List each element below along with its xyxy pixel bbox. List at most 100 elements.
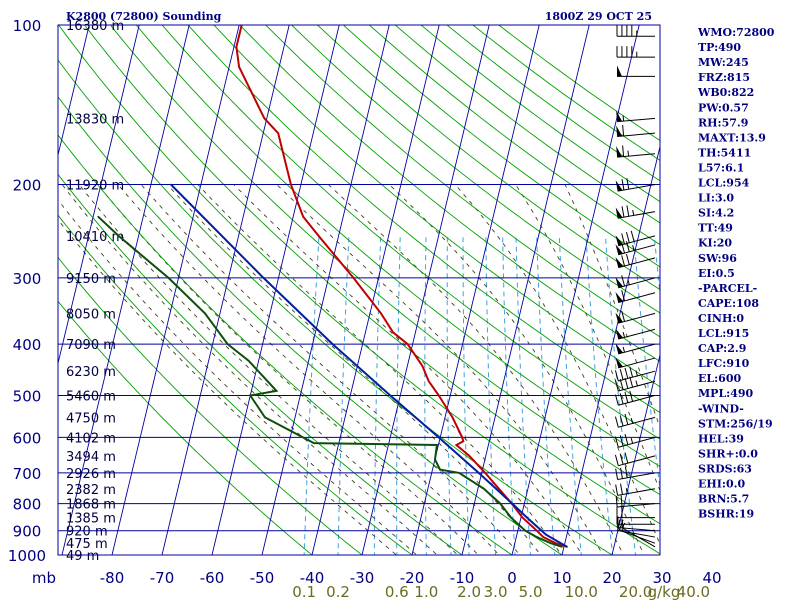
moist-adiabat — [58, 218, 398, 555]
temperature-tick-label: 10 — [552, 569, 571, 587]
moist-adiabat — [233, 184, 583, 555]
parcel-point — [526, 516, 528, 519]
temperature-tick-label: -60 — [200, 569, 225, 587]
barb-staff — [618, 380, 656, 392]
mixing-ratio-line — [303, 235, 320, 555]
barb-flag — [617, 65, 622, 77]
isotherm — [411, 25, 540, 555]
barb-flag — [615, 235, 624, 246]
moist-adiabat — [197, 184, 563, 555]
barb-feather — [622, 145, 625, 157]
temperature-point — [461, 436, 464, 439]
x-axis-unit-label: mb — [32, 569, 56, 587]
dry-adiabat — [161, 25, 660, 440]
barb-flag — [616, 146, 623, 158]
stability-indices-panel: WMO:72800 TP:490 MW:245 FRZ:815 WB0:822 PW:0.… — [697, 26, 775, 521]
wind-barb — [614, 452, 656, 467]
barb-flag — [615, 277, 624, 288]
barb-staff — [618, 394, 656, 406]
barb-feather — [626, 205, 630, 217]
temperature-point — [521, 516, 524, 519]
parcel-point — [477, 472, 480, 474]
index-line: HEL:39 — [698, 432, 744, 445]
barb-feather — [614, 454, 619, 466]
barb-staff — [617, 132, 656, 137]
temperature-point — [263, 117, 266, 120]
dry-adiabat — [58, 173, 463, 555]
dry-adiabat — [109, 25, 660, 496]
height-label: 8050 m — [66, 307, 116, 322]
wind-barb — [614, 413, 656, 428]
barb-staff — [618, 416, 656, 428]
temperature-tick-label: -80 — [100, 569, 125, 587]
barb-staff — [617, 211, 656, 219]
barb-feather — [624, 377, 629, 389]
parcel-point — [389, 394, 392, 397]
mixing-ratio-label: 3.0 — [484, 583, 508, 600]
index-line: -PARCEL- — [698, 282, 757, 295]
index-line: CAPE:108 — [698, 297, 759, 310]
valid-time: 1800Z 29 OCT 25 — [545, 10, 652, 23]
moist-adiabat — [117, 184, 500, 555]
wind-barb — [615, 253, 656, 269]
temperature-tick-label: 30 — [652, 569, 671, 587]
parcel-point — [170, 183, 172, 186]
wind-barb — [615, 275, 656, 289]
wind-barb — [615, 230, 656, 247]
barb-flag — [615, 257, 624, 268]
index-line: SHR+:0.0 — [698, 447, 758, 460]
height-label: 1868 m — [66, 498, 116, 513]
barb-feather — [615, 484, 619, 496]
pressure-tick-label: 600 — [13, 429, 42, 447]
barb-half-feather — [635, 370, 638, 377]
barb-flag — [615, 357, 624, 368]
barb-staff — [618, 370, 656, 382]
wind-barb — [615, 205, 656, 219]
barb-feather — [624, 367, 629, 379]
barb-feather — [629, 390, 634, 402]
height-label: 5460 m — [66, 389, 116, 404]
height-label: 4102 m — [66, 431, 116, 446]
temperature-point — [406, 343, 409, 345]
temperature-point — [352, 277, 355, 279]
barb-staff — [617, 529, 656, 538]
moist-adiabat — [454, 184, 660, 546]
parcel-point — [331, 343, 334, 345]
barb-feather — [615, 495, 618, 507]
wind-barb — [615, 328, 656, 340]
barb-feather — [622, 124, 625, 136]
parcel-point — [545, 533, 547, 536]
wind-barb — [616, 506, 655, 519]
index-line: BSHR:19 — [698, 508, 754, 521]
temperature-tick-label: -70 — [150, 569, 175, 587]
wind-barb — [615, 178, 656, 192]
dry-adiabat — [239, 25, 660, 362]
moist-adiabat — [61, 184, 438, 555]
index-line: -WIND- — [698, 402, 744, 415]
sounding-profiles — [97, 25, 568, 548]
moist-adiabat — [328, 184, 625, 555]
index-line: TP:490 — [698, 41, 741, 54]
height-label: 13830 m — [66, 112, 124, 127]
mixing-ratio-line — [485, 235, 497, 555]
isotherm — [161, 25, 290, 555]
barb-staff — [619, 529, 656, 544]
dewpoint-point — [204, 312, 206, 315]
isotherm — [261, 25, 390, 555]
height-labels: 16380 m 13830 m 11920 m 10410 m 9150 m 8050 m… — [66, 19, 124, 564]
mixing-ratio-label: 40.0 — [677, 583, 710, 600]
barb-feather — [625, 232, 630, 243]
isobars — [57, 24, 661, 556]
mixing-ratio-label: 0.2 — [326, 583, 350, 600]
height-label: 2926 m — [66, 467, 116, 482]
temperature-point — [438, 394, 440, 397]
dewpoint-point — [434, 458, 436, 461]
height-label: 1385 m — [66, 512, 116, 527]
barb-flag — [616, 125, 623, 137]
wind-barb — [614, 366, 656, 382]
dewpoint-point — [524, 529, 527, 532]
mixing-ratio-line — [446, 235, 452, 555]
dry-adiabat — [58, 25, 660, 555]
height-label: 3494 m — [66, 450, 116, 465]
